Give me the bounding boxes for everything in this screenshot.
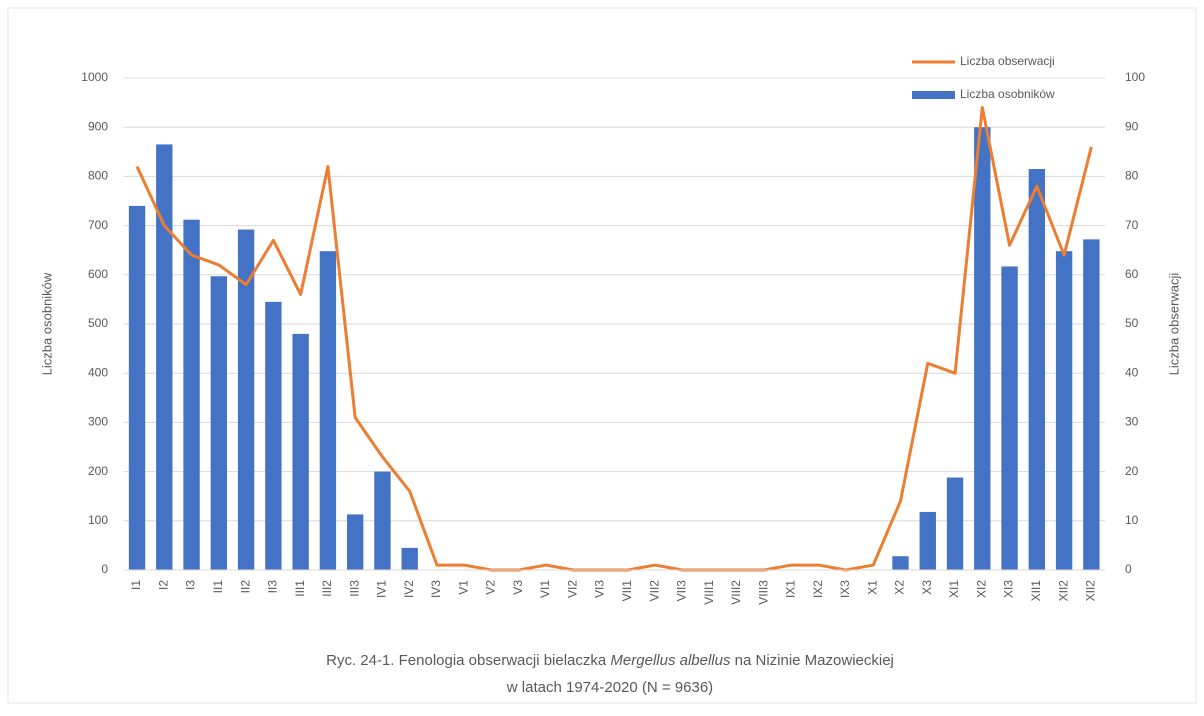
bar	[974, 127, 991, 570]
y-tick-label: 300	[88, 415, 108, 429]
y-tick-label: 100	[88, 513, 108, 527]
bar	[1001, 266, 1018, 570]
bar	[346, 514, 364, 570]
x-tick-label: XI1	[947, 580, 961, 598]
y2-tick-label: 20	[1125, 464, 1139, 478]
y2-tick-label: 50	[1125, 316, 1139, 330]
x-tick-label: VIII2	[729, 580, 743, 605]
x-tick-label: XII1	[1029, 580, 1043, 602]
y-tick-label: 200	[88, 464, 108, 478]
y-tick-label: 1000	[81, 70, 108, 84]
y2-tick-label: 40	[1125, 365, 1139, 379]
x-tick-label: IX2	[811, 580, 825, 598]
x-tick-label: X2	[893, 580, 907, 595]
bar	[265, 301, 282, 570]
x-tick-label: I2	[156, 580, 170, 590]
y2-tick-label: 60	[1125, 267, 1139, 281]
bar	[237, 229, 255, 570]
bar	[1028, 169, 1046, 570]
y-tick-label: 900	[88, 119, 108, 133]
y-tick-label: 0	[101, 562, 108, 576]
legend-label: Liczba obserwacji	[960, 54, 1055, 68]
x-tick-label: XII2	[1056, 580, 1070, 602]
y-tick-label: 400	[88, 365, 108, 379]
x-tick-label: VII2	[647, 580, 661, 602]
x-tick-label: III3	[347, 580, 361, 597]
caption-part: na Nizinie Mazowieckiej	[730, 652, 893, 669]
bar	[128, 205, 146, 571]
x-tick-label: VI2	[565, 580, 579, 598]
x-tick-label: V3	[511, 580, 525, 595]
bar	[319, 251, 337, 570]
x-tick-label: IX1	[784, 580, 798, 598]
x-tick-label: VII1	[620, 580, 634, 602]
y-axis-label: Liczba osobników	[39, 272, 54, 375]
x-tick-label: IV1	[375, 580, 389, 598]
caption-italic: Mergellus albellus	[610, 652, 731, 669]
x-tick-label: XI2	[974, 580, 988, 598]
x-tick-label: IX3	[838, 580, 852, 598]
x-tick-label: VIII3	[756, 580, 770, 605]
x-tick-label: VII3	[675, 580, 689, 602]
x-tick-label: I1	[129, 580, 143, 590]
x-tick-label: VIII1	[702, 580, 716, 605]
y2-tick-label: 100	[1125, 70, 1145, 84]
bar	[156, 144, 173, 571]
y2-tick-label: 70	[1125, 218, 1139, 232]
bar	[892, 556, 909, 570]
bar	[210, 276, 228, 570]
x-tick-label: I3	[184, 580, 198, 590]
x-tick-label: II2	[238, 580, 252, 594]
y2-tick-label: 10	[1125, 513, 1139, 527]
y2-tick-label: 90	[1125, 119, 1139, 133]
y2-axis-label: Liczba obserwacji	[1166, 273, 1181, 376]
x-tick-label: X1	[865, 580, 879, 595]
x-tick-label: II1	[211, 580, 225, 594]
caption-line-2: w latach 1974-2020 (N = 9636)	[506, 679, 713, 696]
caption: Ryc. 24-1. Fenologia obserwacji bielaczk…	[326, 652, 894, 669]
bar	[1083, 239, 1100, 570]
bar	[374, 471, 391, 570]
x-tick-label: X3	[920, 580, 934, 595]
bar	[1055, 251, 1073, 570]
y-tick-label: 700	[88, 218, 108, 232]
legend-label: Liczba osobników	[960, 87, 1055, 101]
y2-tick-label: 0	[1125, 562, 1132, 576]
y-tick-label: 800	[88, 169, 108, 183]
legend-swatch	[912, 91, 955, 99]
caption-part: Ryc. 24-1. Fenologia obserwacji bielaczk…	[326, 652, 610, 669]
x-tick-label: VI3	[593, 580, 607, 598]
bar	[183, 219, 200, 571]
x-tick-label: V2	[484, 580, 498, 595]
y2-tick-label: 30	[1125, 415, 1139, 429]
x-tick-label: IV3	[429, 580, 443, 598]
y-tick-label: 600	[88, 267, 108, 281]
bar	[292, 333, 309, 570]
frame	[7, 7, 1197, 704]
x-tick-label: III1	[293, 580, 307, 597]
x-tick-label: XII2	[1084, 580, 1098, 602]
bar	[919, 511, 936, 570]
x-tick-label: IV2	[402, 580, 416, 598]
x-tick-label: V1	[456, 580, 470, 595]
x-tick-label: III2	[320, 580, 334, 597]
x-tick-label: XI3	[1002, 580, 1016, 598]
x-tick-label: VI1	[538, 580, 552, 598]
y-tick-label: 500	[88, 316, 108, 330]
x-tick-label: II3	[266, 580, 280, 594]
y2-tick-label: 80	[1125, 169, 1139, 183]
bar	[946, 477, 964, 570]
bar	[401, 547, 418, 570]
